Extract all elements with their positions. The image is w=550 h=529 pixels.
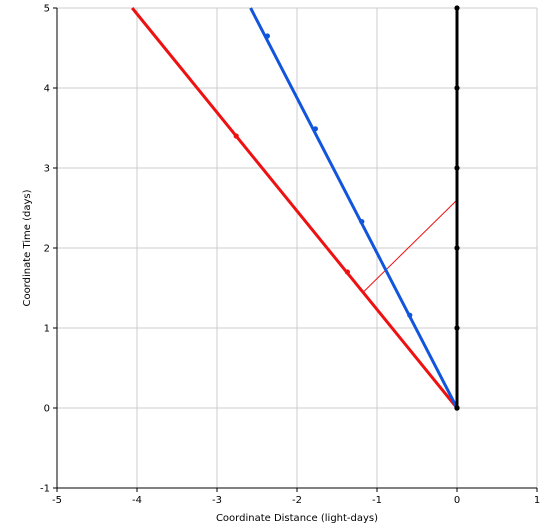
data-point [454,5,460,11]
ticks: -5 -4 -3 -2 -1 0 1 -1 0 1 2 3 4 5 [40,4,540,507]
y-axis-title: Coordinate Time (days) [22,189,33,306]
y-tick-label: 4 [44,84,50,95]
x-axis-title: Coordinate Distance (light-days) [216,513,378,524]
x-tick-label: -4 [132,495,142,506]
data-point [454,245,460,251]
y-tick-label: 2 [44,244,50,255]
x-tick-label: -3 [212,495,222,506]
series-line [249,7,459,409]
y-tick-label: 0 [44,404,50,415]
data-point [359,219,365,225]
data-point [454,325,460,331]
series-group [131,5,460,411]
x-tick-label: 0 [454,495,460,506]
x-tick-label: -1 [372,495,382,506]
y-tick-label: 1 [44,324,50,335]
data-point [454,85,460,91]
annotation-line [363,199,458,293]
y-tick-label: 3 [44,164,50,175]
x-tick-label: -2 [292,495,302,506]
data-point [344,269,350,275]
series-line [131,7,459,409]
y-tick-label: -1 [40,484,50,495]
x-tick-label: -5 [52,495,62,506]
data-point [454,405,460,411]
data-point [312,126,318,132]
data-point [407,312,413,318]
annotations [363,199,458,293]
data-point [233,133,239,139]
x-tick-label: 1 [534,495,540,506]
data-point [454,165,460,171]
y-tick-label: 5 [44,4,50,15]
data-point [264,33,270,39]
